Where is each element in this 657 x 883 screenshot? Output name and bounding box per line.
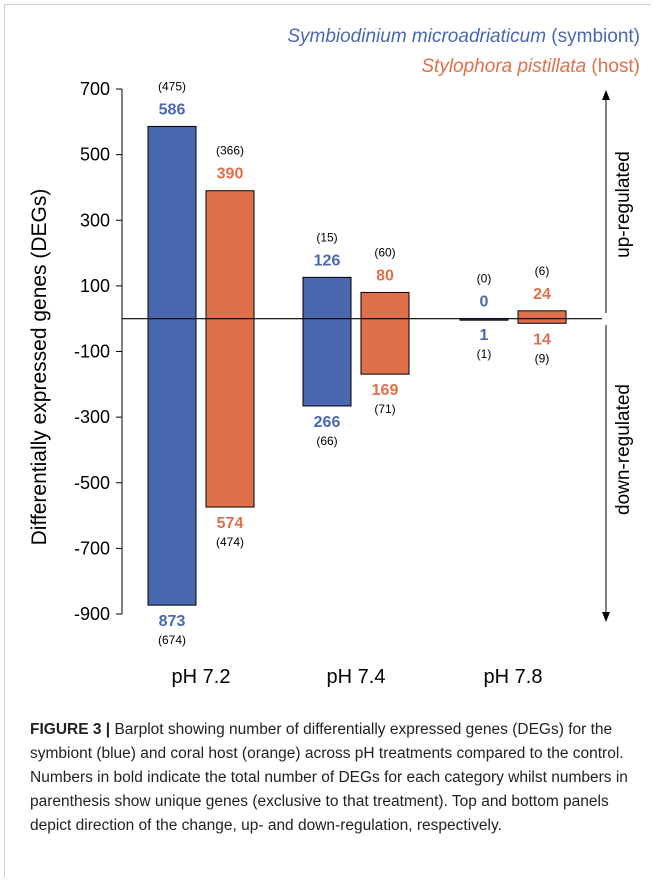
figure-frame [4,4,651,877]
y-tick-label: -700 [74,538,110,558]
down-total-label: 1 [480,327,489,344]
down-unique-label: (71) [374,402,395,416]
legend-species: Stylophora pistillata [421,56,586,77]
up-total-label: 24 [533,286,551,303]
caption-label: FIGURE 3 | [30,721,111,738]
down-unique-label: (1) [477,347,492,361]
down-total-label: 169 [372,382,399,399]
legend-species: Symbiodinium microadriaticum [287,26,546,47]
bar-symbiont-ph7.4 [302,276,352,407]
up-arrow-head [602,90,610,100]
up-total-label: 80 [376,267,394,284]
up-total-label: 0 [480,294,489,311]
up-unique-label: (0) [477,272,492,286]
up-unique-label: (475) [158,79,186,93]
down-unique-label: (674) [158,633,186,647]
bar-host-ph7.4 [360,291,410,375]
down-unique-label: (9) [535,351,550,365]
legend-symbiont: Symbiodinium microadriaticum (symbiont) [287,26,640,47]
down-unique-label: (66) [316,434,337,448]
legend: Symbiodinium microadriaticum (symbiont) … [287,26,640,77]
up-total-label: 390 [217,166,244,183]
legend-role: (symbiont) [546,26,640,47]
y-tick-label: -300 [74,407,110,427]
x-category-label: pH 7.2 [172,666,231,688]
caption-text: Barplot showing number of differentially… [30,721,628,834]
y-tick-label: -100 [74,342,110,362]
y-axis: 700 500 300 100 -100 -300 -500 -700 -900 [74,79,123,624]
direction-annotations: up-regulated down-regulated [602,90,634,622]
legend-role: (host) [586,56,640,77]
x-axis-labels: pH 7.2 pH 7.4 pH 7.8 [172,666,543,688]
down-arrow-head [602,612,610,622]
down-total-label: 873 [159,613,186,630]
y-tick-label: 500 [80,145,110,165]
barplot: Symbiodinium microadriaticum (symbiont) … [28,26,640,688]
x-category-label: pH 7.8 [484,666,543,688]
legend-host: Stylophora pistillata (host) [421,56,640,77]
up-total-label: 126 [314,252,341,269]
up-unique-label: (15) [316,230,337,244]
y-tick-label: -500 [74,473,110,493]
down-total-label: 574 [217,515,244,532]
y-tick-label: 100 [80,276,110,296]
up-unique-label: (6) [535,264,550,278]
figure-caption: FIGURE 3 | Barplot showing number of dif… [30,718,630,838]
down-total-label: 14 [533,331,551,348]
x-category-label: pH 7.4 [327,666,386,688]
up-unique-label: (366) [216,144,244,158]
bar-host-ph7.8 [517,310,567,324]
y-tick-label: 700 [80,79,110,99]
y-axis-label: Differentially expressed genes (DEGs) [28,189,51,546]
up-regulated-label: up-regulated [613,151,634,258]
down-regulated-label: down-regulated [613,384,634,515]
down-unique-label: (474) [216,535,244,549]
y-tick-label: -900 [74,604,110,624]
bar-symbiont-ph7.2 [147,125,197,606]
bar-host-ph7.2 [205,190,255,508]
up-total-label: 586 [159,101,186,118]
bars: (475) 586 873 (674) (15) 126 266 (66) (0) 0 1 (1) (3… [122,79,602,647]
up-unique-label: (60) [374,245,395,259]
down-total-label: 266 [314,414,341,431]
y-tick-label: 300 [80,210,110,230]
